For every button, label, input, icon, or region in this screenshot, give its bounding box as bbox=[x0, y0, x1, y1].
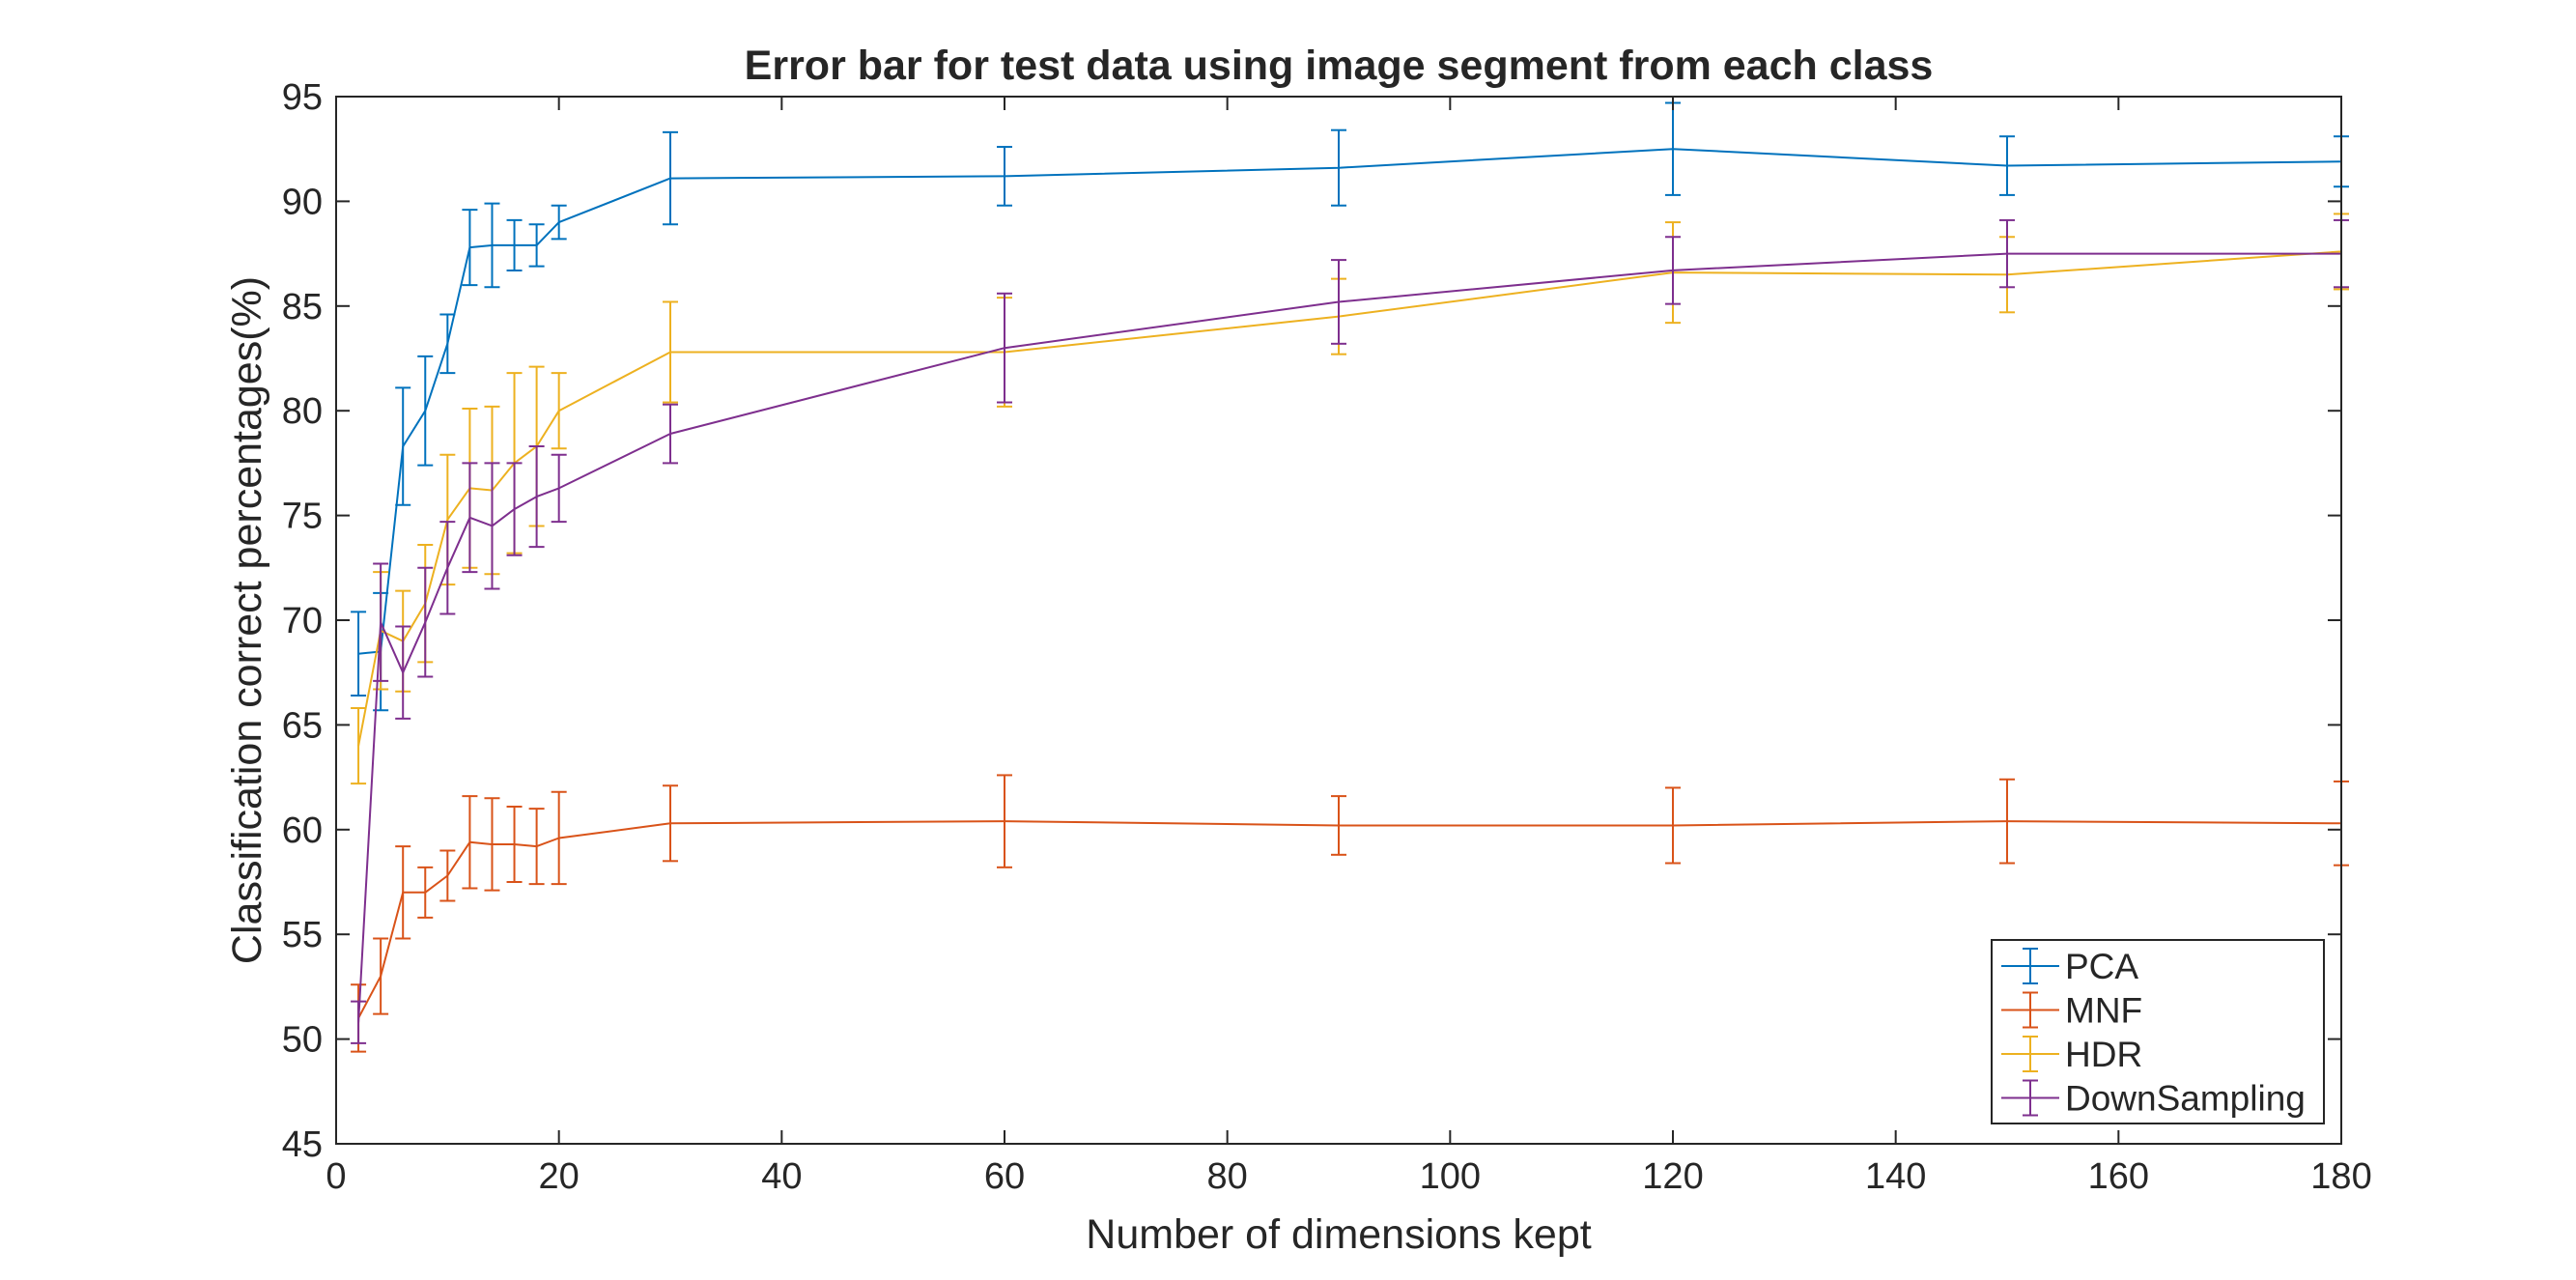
series-downsampling bbox=[351, 218, 2349, 1044]
series-line bbox=[358, 148, 2342, 655]
x-tick-label: 120 bbox=[1642, 1156, 1703, 1197]
x-tick-label: 40 bbox=[761, 1156, 802, 1197]
series-line bbox=[357, 820, 2342, 1019]
series-line bbox=[357, 250, 2342, 747]
legend-marker-mnf bbox=[2001, 991, 2059, 1029]
y-tick-label: 95 bbox=[282, 77, 323, 118]
x-tick-label: 0 bbox=[326, 1156, 346, 1197]
legend-label: PCA bbox=[2065, 947, 2138, 986]
x-tick-label: 180 bbox=[2310, 1156, 2371, 1197]
series-line bbox=[357, 252, 2341, 1023]
legend-marker-pca bbox=[2001, 948, 2059, 984]
legend-label: DownSampling bbox=[2065, 1079, 2306, 1119]
x-tick-label: 80 bbox=[1207, 1156, 1248, 1197]
legend-marker-downsampling bbox=[2001, 1079, 2059, 1117]
y-tick-label: 70 bbox=[282, 601, 323, 641]
x-tick-label: 60 bbox=[984, 1156, 1025, 1197]
x-axis-label: Number of dimensions kept bbox=[1086, 1211, 1591, 1258]
y-tick-label: 75 bbox=[282, 497, 323, 537]
y-tick-label: 85 bbox=[282, 287, 323, 327]
y-tick-label: 80 bbox=[282, 391, 323, 432]
y-tick-label: 50 bbox=[282, 1020, 323, 1061]
chart-title: Error bar for test data using image segm… bbox=[745, 43, 1934, 89]
x-tick-label: 20 bbox=[539, 1156, 580, 1197]
y-tick-label: 65 bbox=[282, 705, 323, 746]
y-tick-label: 60 bbox=[282, 811, 323, 851]
legend-label: MNF bbox=[2065, 991, 2142, 1031]
axes-layer: 0 20 40 60 80 100 120 140 160 180 45 50 55 60 65 70 75 80… bbox=[282, 77, 2372, 1197]
x-tick-label: 100 bbox=[1420, 1156, 1481, 1197]
x-tick-label: 140 bbox=[1865, 1156, 1926, 1197]
series-mnf bbox=[351, 774, 2349, 1053]
y-axis-label: Classification correct percentages(%) bbox=[224, 276, 270, 964]
legend-box bbox=[1991, 939, 2325, 1124]
y-tick-label: 45 bbox=[282, 1124, 323, 1165]
legend: PCA MNF HDR DownSampling bbox=[1991, 939, 2325, 1124]
y-tick-label: 90 bbox=[282, 182, 323, 222]
y-tick-label: 55 bbox=[282, 915, 323, 955]
legend-label: HDR bbox=[2065, 1035, 2142, 1074]
x-tick-label: 160 bbox=[2088, 1156, 2149, 1197]
series-layer bbox=[351, 101, 2349, 1053]
legend-marker-hdr bbox=[2001, 1036, 2059, 1072]
